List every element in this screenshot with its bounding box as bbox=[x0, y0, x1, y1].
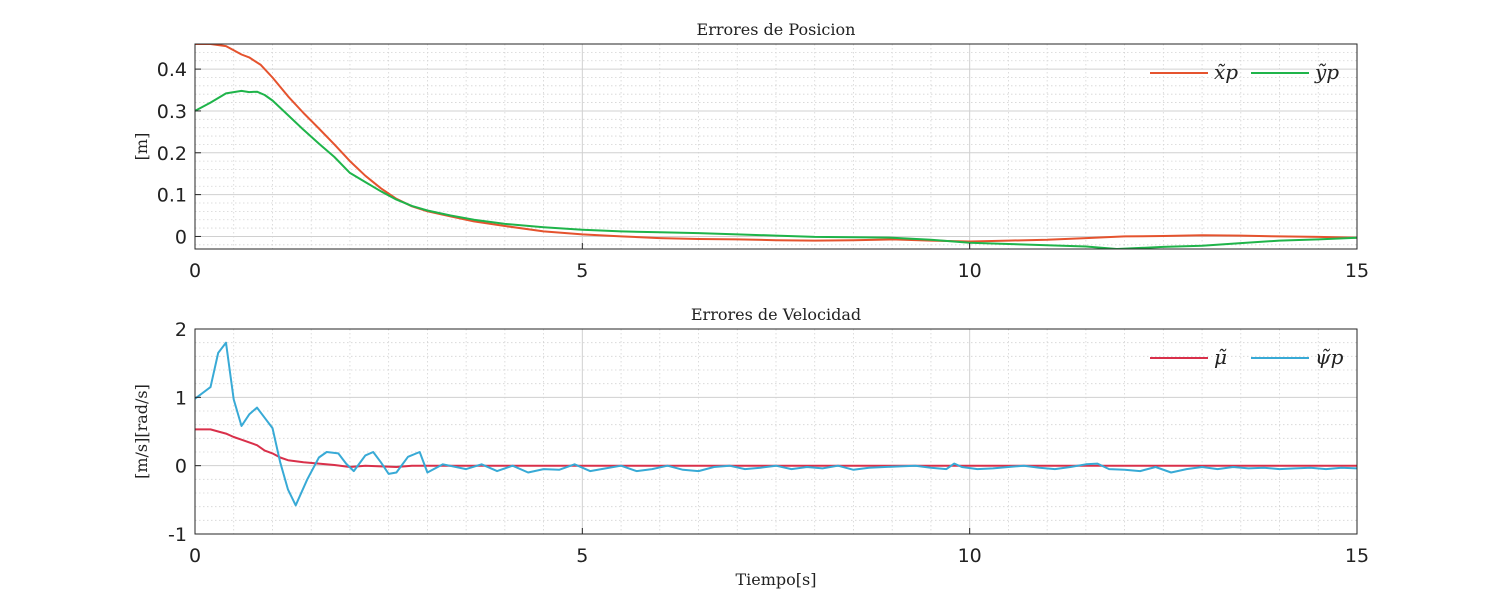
x-tick-label: 5 bbox=[576, 545, 588, 567]
y-tick-label: 0.4 bbox=[157, 59, 187, 81]
legend-label: μ̃ bbox=[1214, 345, 1227, 369]
series-group bbox=[195, 44, 1357, 249]
y-tick-label: 0.1 bbox=[157, 185, 187, 207]
legend-label: ψ̃p bbox=[1315, 345, 1344, 369]
grid bbox=[194, 328, 1358, 535]
series-line bbox=[195, 341, 1357, 507]
x-tick-label: 10 bbox=[958, 545, 982, 567]
chart-title: Errores de Posicion bbox=[697, 20, 856, 39]
y-tick-label: -1 bbox=[168, 524, 187, 546]
x-tick-label: 0 bbox=[189, 545, 201, 567]
y-tick-label: 0 bbox=[175, 226, 187, 248]
y-tick-label: 0 bbox=[175, 456, 187, 478]
x-tick-label: 10 bbox=[958, 260, 982, 282]
y-axis-label: [m/s][rad/s] bbox=[132, 384, 151, 479]
legend: μ̃ ψ̃p bbox=[1150, 345, 1344, 369]
legend: x̃p ỹp bbox=[1150, 60, 1339, 84]
grid bbox=[194, 43, 1358, 249]
x-tick-label: 15 bbox=[1345, 545, 1369, 567]
chart-title: Errores de Velocidad bbox=[691, 305, 861, 324]
y-tick-label: 0.3 bbox=[157, 101, 187, 123]
y-tick-label: 0.2 bbox=[157, 143, 187, 165]
x-tick-label: 5 bbox=[576, 260, 588, 282]
y-tick-label: 2 bbox=[175, 319, 187, 341]
axes-frame bbox=[194, 43, 1358, 250]
x-axis-label: Tiempo[s] bbox=[736, 570, 817, 589]
legend-label: ỹp bbox=[1314, 60, 1339, 84]
x-tick-label: 15 bbox=[1345, 260, 1369, 282]
axes-frame bbox=[194, 328, 1358, 535]
x-tick-label: 0 bbox=[189, 260, 201, 282]
y-tick-label: 1 bbox=[175, 387, 187, 409]
y-axis-label: [m] bbox=[132, 133, 151, 161]
tick-labels: 0 5 10 15 0 0.1 0.2 0.3 0.4 bbox=[157, 59, 1369, 282]
series-group bbox=[195, 341, 1357, 507]
legend-label: x̃p bbox=[1214, 60, 1238, 84]
series-line bbox=[195, 44, 1357, 243]
series-line bbox=[195, 89, 1357, 249]
